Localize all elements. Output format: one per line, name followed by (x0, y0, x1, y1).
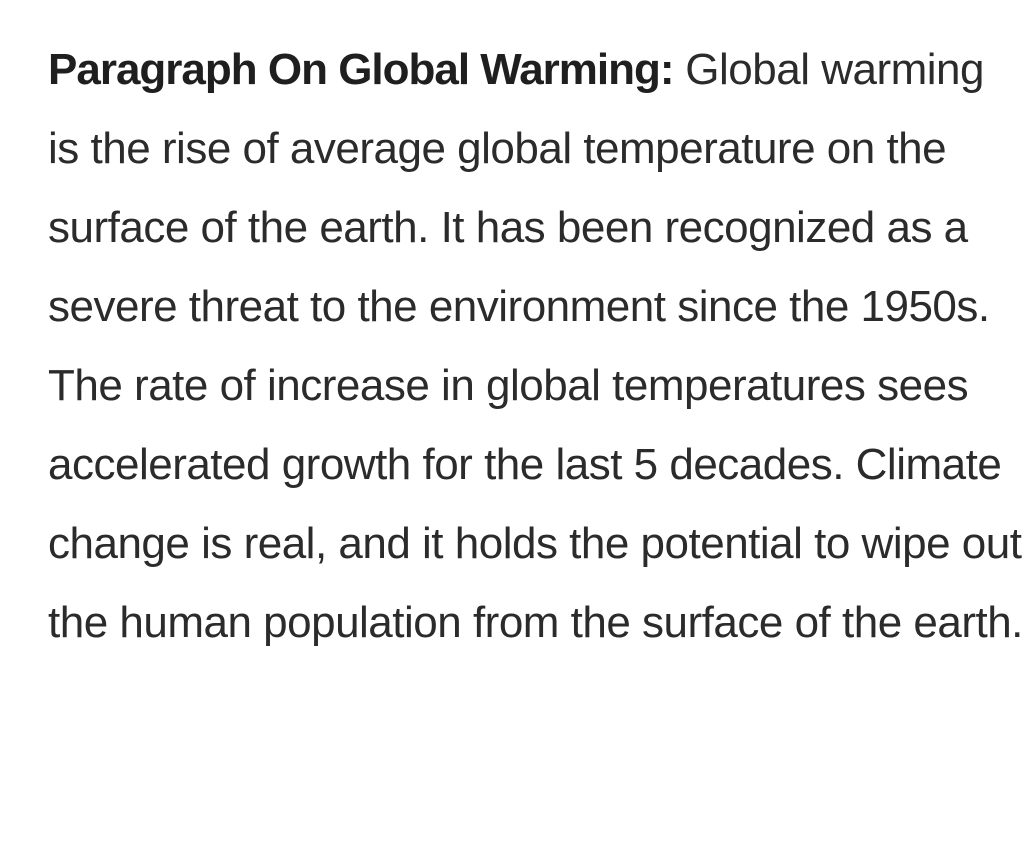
paragraph-heading: Paragraph On Global Warming: (48, 45, 675, 94)
article: Paragraph On Global Warming: Global warm… (48, 30, 1024, 662)
paragraph-body: Global warming is the rise of average gl… (48, 45, 1023, 647)
paragraph: Paragraph On Global Warming: Global warm… (48, 30, 1024, 662)
